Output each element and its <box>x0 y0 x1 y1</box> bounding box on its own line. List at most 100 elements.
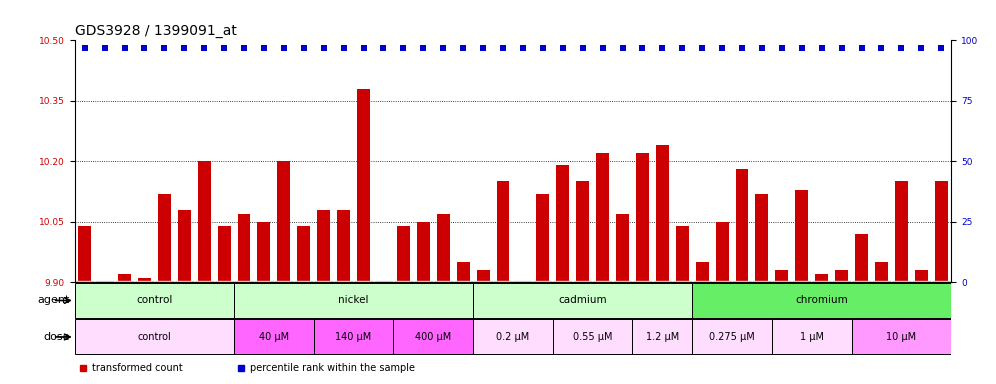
Point <box>256 45 272 51</box>
Bar <box>234 319 314 354</box>
Point <box>774 45 790 51</box>
Bar <box>473 283 692 318</box>
Bar <box>376 282 389 290</box>
Bar <box>237 214 250 282</box>
Text: 0.275 μM: 0.275 μM <box>709 332 755 342</box>
Bar <box>516 282 529 303</box>
Bar <box>616 214 628 282</box>
Text: control: control <box>136 295 172 306</box>
Point <box>694 45 710 51</box>
Bar <box>692 319 772 354</box>
Point <box>196 45 212 51</box>
Point <box>873 45 889 51</box>
Bar <box>177 210 191 282</box>
Bar <box>755 194 768 282</box>
Point <box>714 45 730 51</box>
Bar <box>337 210 350 282</box>
Point <box>455 45 471 51</box>
Bar <box>75 319 234 354</box>
Bar <box>772 319 852 354</box>
Text: 10 μM: 10 μM <box>886 332 916 342</box>
Bar <box>775 270 788 282</box>
Text: 1 μM: 1 μM <box>800 332 824 342</box>
Bar <box>795 190 808 282</box>
Point <box>595 45 611 51</box>
Point <box>435 45 451 51</box>
Text: chromium: chromium <box>796 295 848 306</box>
Point <box>515 45 531 51</box>
Point <box>475 45 491 51</box>
Point <box>276 45 292 51</box>
Bar <box>874 262 887 282</box>
Bar <box>496 182 509 282</box>
Point <box>356 45 372 51</box>
Bar <box>894 182 907 282</box>
Bar <box>715 222 729 282</box>
Point <box>674 45 690 51</box>
Bar <box>852 319 951 354</box>
Point <box>575 45 591 51</box>
Bar <box>556 166 569 282</box>
Point <box>336 45 352 51</box>
Bar <box>553 319 632 354</box>
Text: 400 μM: 400 μM <box>415 332 451 342</box>
Bar <box>632 319 692 354</box>
Point <box>854 45 870 51</box>
Bar <box>197 161 210 282</box>
Point <box>814 45 830 51</box>
Point <box>97 45 113 51</box>
Bar <box>78 226 91 282</box>
Bar <box>436 214 449 282</box>
Text: 40 μM: 40 μM <box>259 332 289 342</box>
Bar <box>234 283 473 318</box>
Bar <box>277 161 290 282</box>
Text: nickel: nickel <box>339 295 369 306</box>
Point <box>794 45 810 51</box>
Point <box>136 45 152 51</box>
Bar <box>596 153 609 282</box>
Point <box>734 45 750 51</box>
Bar <box>317 210 330 282</box>
Text: control: control <box>137 332 171 342</box>
Point <box>495 45 511 51</box>
Text: agent: agent <box>37 295 70 306</box>
Bar <box>635 153 648 282</box>
Bar <box>835 270 848 282</box>
Point <box>615 45 630 51</box>
Bar <box>655 145 668 282</box>
Point <box>634 45 650 51</box>
Bar <box>855 234 868 282</box>
Point <box>77 45 93 51</box>
Point <box>893 45 909 51</box>
Bar <box>314 319 393 354</box>
Text: percentile rank within the sample: percentile rank within the sample <box>250 363 415 373</box>
Point <box>654 45 670 51</box>
Bar <box>257 222 270 282</box>
Point <box>375 45 391 51</box>
Text: 1.2 μM: 1.2 μM <box>645 332 679 342</box>
Point <box>296 45 312 51</box>
Point <box>156 45 172 51</box>
Text: 140 μM: 140 μM <box>336 332 372 342</box>
Point <box>236 45 252 51</box>
Text: cadmium: cadmium <box>559 295 607 306</box>
Point <box>216 45 232 51</box>
Point <box>535 45 551 51</box>
Bar <box>297 226 310 282</box>
Point <box>316 45 332 51</box>
Bar <box>914 270 927 282</box>
Bar <box>476 270 489 282</box>
Text: transformed count: transformed count <box>93 363 183 373</box>
Bar <box>934 182 947 282</box>
Point <box>415 45 431 51</box>
Point <box>176 45 192 51</box>
Bar <box>692 283 951 318</box>
Bar <box>675 226 688 282</box>
Bar <box>357 89 371 282</box>
Bar <box>118 274 130 282</box>
Bar <box>536 194 549 282</box>
Bar <box>695 262 708 282</box>
Point <box>834 45 850 51</box>
Bar <box>735 169 748 282</box>
Point <box>555 45 571 51</box>
